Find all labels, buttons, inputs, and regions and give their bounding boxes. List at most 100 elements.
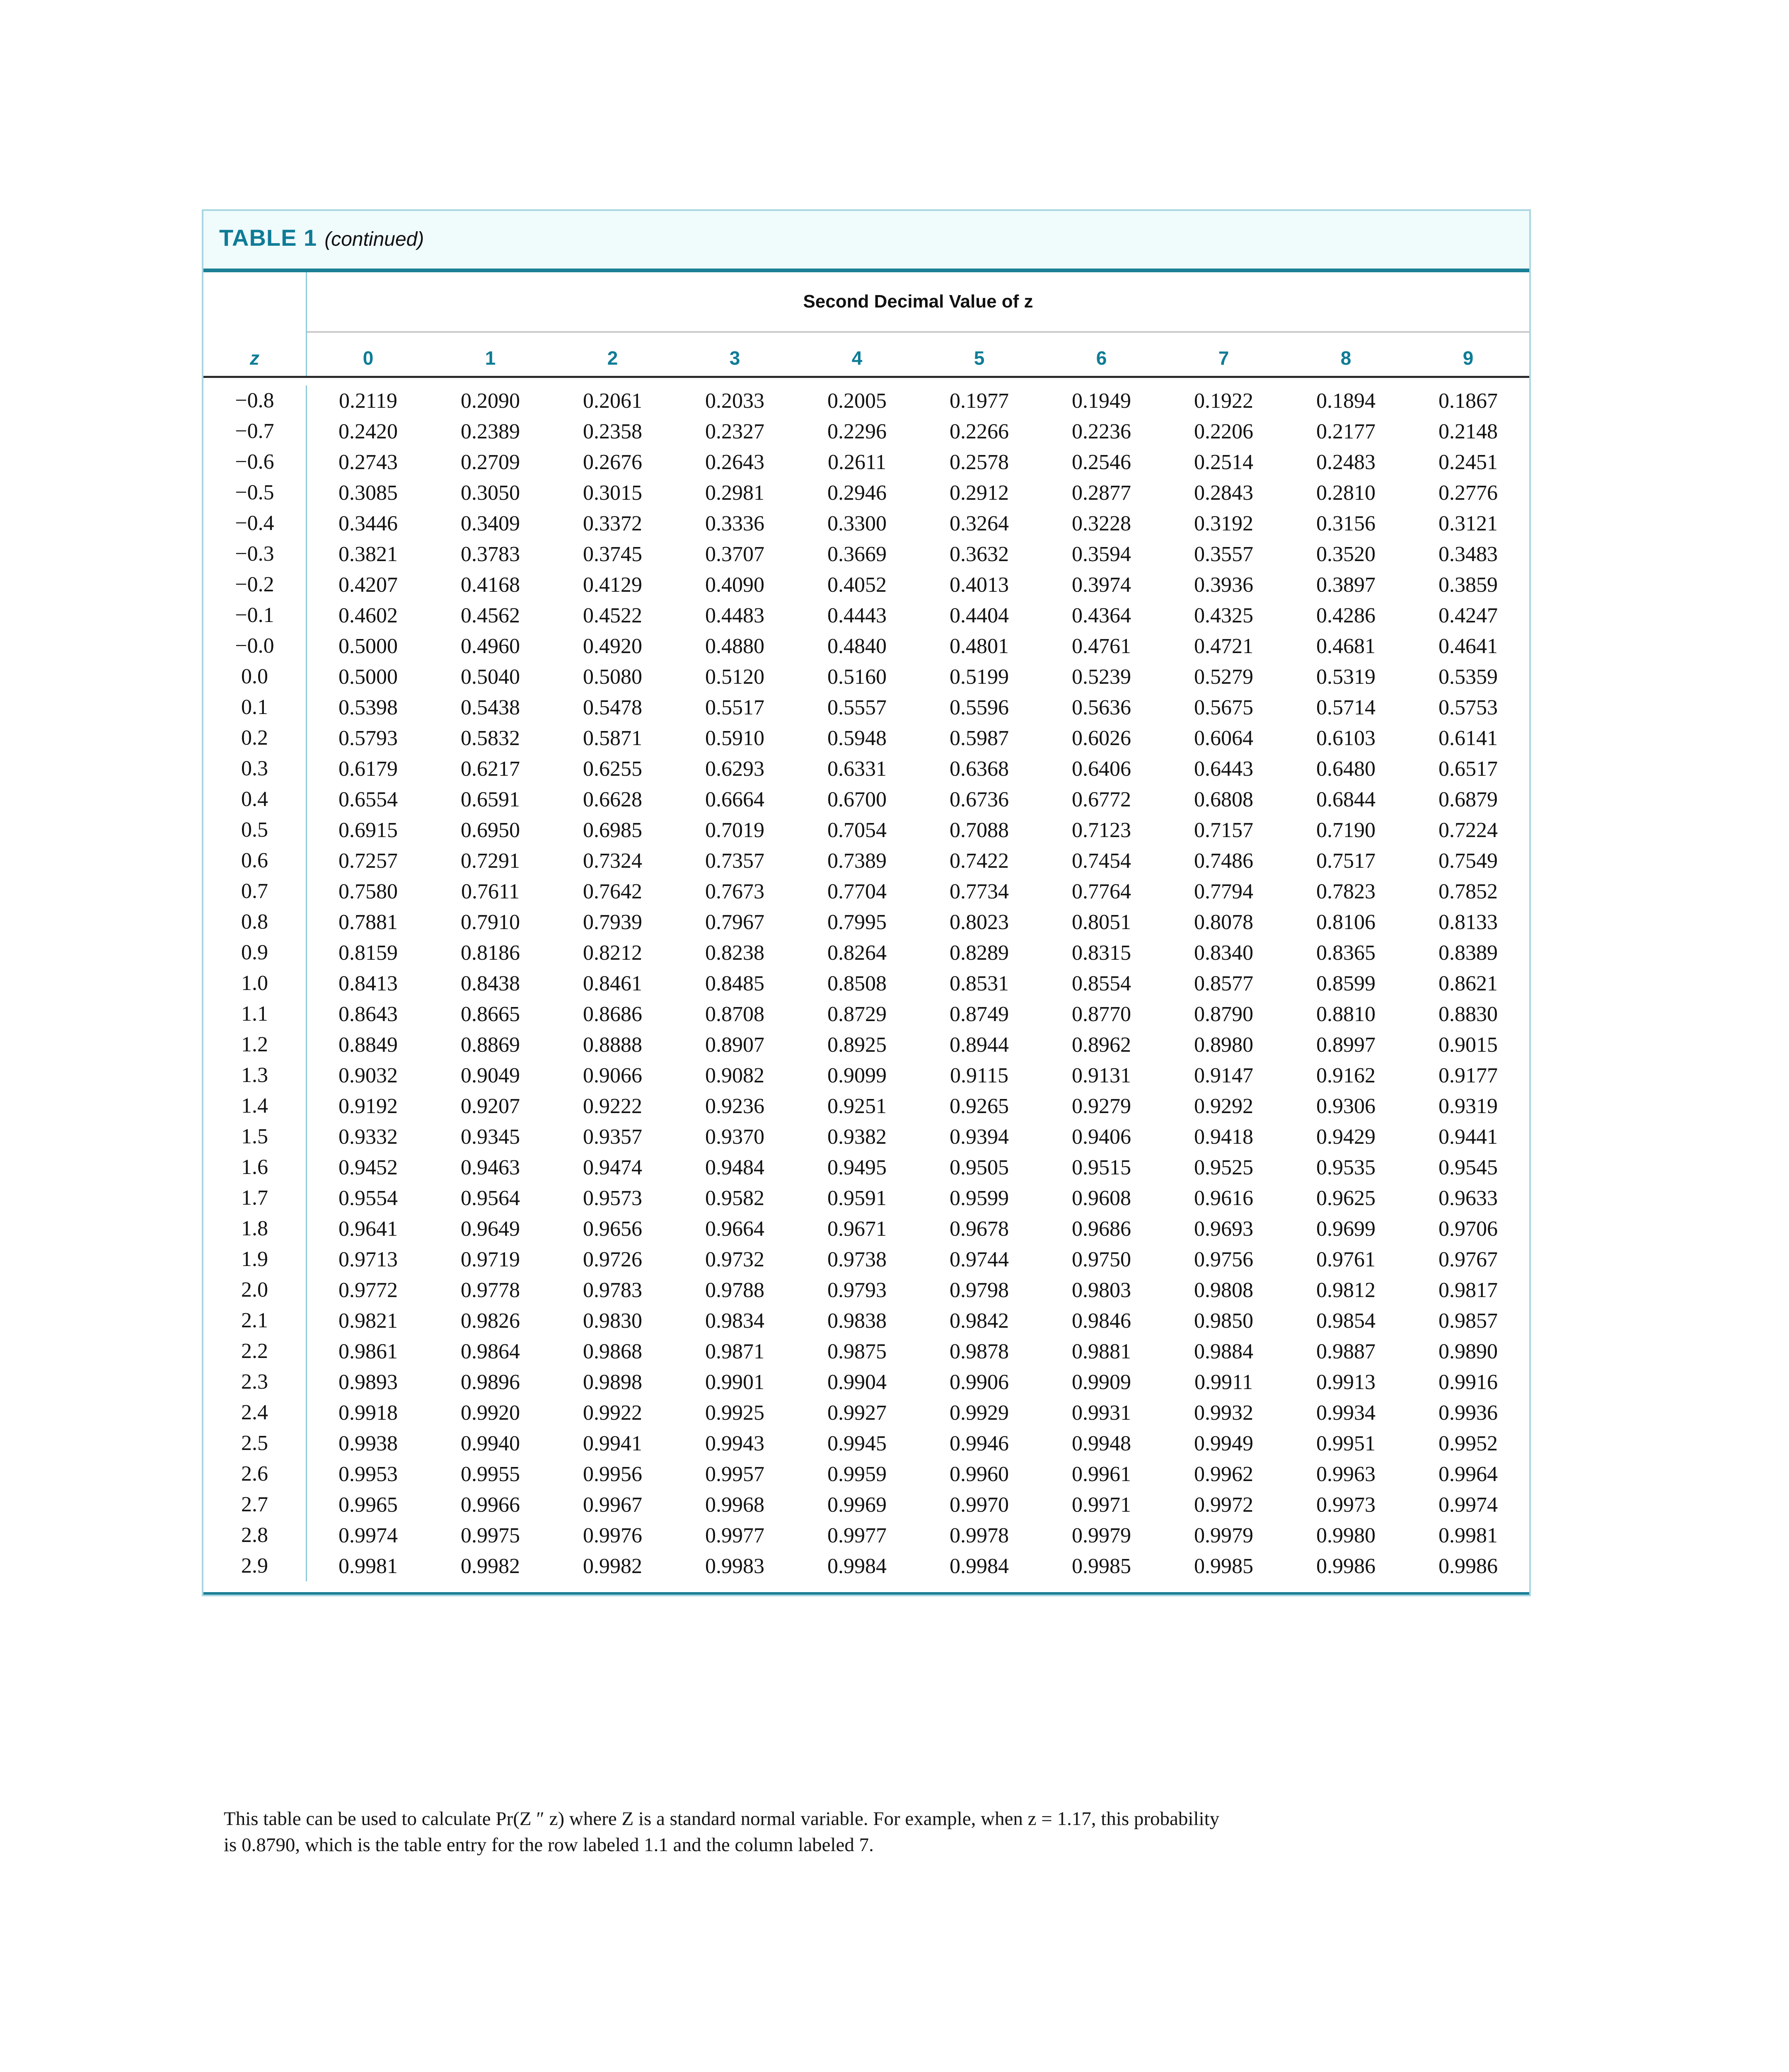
- table-cell: 0.9945: [827, 1431, 887, 1455]
- table-cell: 0.8051: [1072, 910, 1131, 934]
- row-label-z: 1.3: [203, 1060, 307, 1091]
- row-label-z: 0.7: [203, 876, 307, 907]
- table-cell: 0.9678: [950, 1217, 1009, 1241]
- table-row: 0.6 0.7257 0.7291 0.7324 0.7357 0.7389 0.7422 0…: [203, 845, 1529, 876]
- table-cell: 0.9934: [1316, 1401, 1376, 1425]
- table-cell: 0.5199: [950, 665, 1009, 689]
- table-cell: 0.8159: [338, 941, 398, 965]
- table-cell: 0.9162: [1316, 1063, 1376, 1087]
- table-cell: 0.9875: [827, 1339, 887, 1363]
- table-row: −0.8 0.2119 0.2090 0.2061 0.2033 0.2005 0.1977…: [203, 385, 1529, 416]
- table-row: 1.2 0.8849 0.8869 0.8888 0.8907 0.8925 0.8944 0…: [203, 1029, 1529, 1060]
- table-cell: 0.8554: [1072, 971, 1131, 995]
- table-cell: 0.8106: [1316, 910, 1376, 934]
- normal-distribution-table: TABLE 1 (continued) z Second Decimal Valu…: [202, 209, 1531, 1596]
- header-column-9: 9: [1463, 347, 1474, 369]
- table-cell: 0.3707: [705, 542, 764, 566]
- row-label-z: 1.1: [203, 999, 307, 1029]
- table-cell: 0.9515: [1072, 1155, 1131, 1179]
- table-cell: 0.2148: [1438, 419, 1498, 443]
- table-cell: 0.8869: [461, 1033, 520, 1057]
- table-cell: 0.9896: [461, 1370, 520, 1394]
- table-row: 1.8 0.9641 0.9649 0.9656 0.9664 0.9671 0.9678 0…: [203, 1213, 1529, 1244]
- table-cell: 0.9927: [827, 1401, 887, 1425]
- table-cell: 0.9821: [338, 1309, 398, 1333]
- table-row: 2.0 0.9772 0.9778 0.9783 0.9788 0.9793 0.9798 0…: [203, 1275, 1529, 1305]
- row-label-z: 2.4: [203, 1397, 307, 1428]
- table-cell: 0.9952: [1438, 1431, 1498, 1455]
- table-cell: 0.9918: [338, 1401, 398, 1425]
- table-cell: 0.7704: [827, 879, 887, 903]
- table-cell: 0.8531: [950, 971, 1009, 995]
- table-cell: 0.7123: [1072, 818, 1131, 842]
- table-cell: 0.2810: [1316, 481, 1376, 505]
- table-cell: 0.9864: [461, 1339, 520, 1363]
- header-column-7: 7: [1218, 347, 1229, 369]
- table-cell: 0.8790: [1194, 1002, 1253, 1026]
- table-row: 2.6 0.9953 0.9955 0.9956 0.9957 0.9959 0.9960 0…: [203, 1459, 1529, 1489]
- table-cell: 0.4840: [827, 634, 887, 658]
- table-row: 1.4 0.9192 0.9207 0.9222 0.9236 0.9251 0.9265 0…: [203, 1091, 1529, 1121]
- table-cell: 0.2578: [950, 450, 1009, 474]
- table-cell: 0.9808: [1194, 1278, 1253, 1302]
- table-cell: 0.9265: [950, 1094, 1009, 1118]
- table-cell: 0.7580: [338, 879, 398, 903]
- table-cell: 0.4052: [827, 573, 887, 597]
- table-cell: 0.9982: [461, 1554, 520, 1578]
- table-cell: 0.7224: [1438, 818, 1498, 842]
- table-cell: 0.9925: [705, 1401, 764, 1425]
- table-cell: 0.2358: [583, 419, 642, 443]
- table-cell: 0.9971: [1072, 1493, 1131, 1517]
- table-row: 0.8 0.7881 0.7910 0.7939 0.7967 0.7995 0.8023 0…: [203, 907, 1529, 937]
- table-cell: 0.9906: [950, 1370, 1009, 1394]
- row-label-z: 0.8: [203, 907, 307, 937]
- table-cell: 0.6103: [1316, 726, 1376, 750]
- table-cell: 0.9649: [461, 1217, 520, 1241]
- table-cell: 0.8133: [1438, 910, 1498, 934]
- table-cell: 0.8340: [1194, 941, 1253, 965]
- table-cell: 0.8599: [1316, 971, 1376, 995]
- table-row: 1.1 0.8643 0.8665 0.8686 0.8708 0.8729 0.8749 0…: [203, 999, 1529, 1029]
- table-cell: 0.9131: [1072, 1063, 1131, 1087]
- table-cell: 0.9983: [705, 1554, 764, 1578]
- table-cell: 0.8438: [461, 971, 520, 995]
- table-cell: 0.6844: [1316, 787, 1376, 811]
- table-cell: 0.9418: [1194, 1125, 1253, 1149]
- table-cell: 0.9959: [827, 1462, 887, 1486]
- row-label-z: 2.2: [203, 1336, 307, 1367]
- table-cell: 0.9967: [583, 1493, 642, 1517]
- table-cell: 0.7257: [338, 849, 398, 873]
- table-cell: 0.8997: [1316, 1033, 1376, 1057]
- table-cell: 0.3192: [1194, 511, 1253, 535]
- table-cell: 0.9099: [827, 1063, 887, 1087]
- row-label-z: 0.9: [203, 937, 307, 968]
- table-cell: 0.9525: [1194, 1155, 1253, 1179]
- table-cell: 0.5793: [338, 726, 398, 750]
- table-cell: 0.9783: [583, 1278, 642, 1302]
- table-cell: 0.2709: [461, 450, 520, 474]
- table-cell: 0.1977: [950, 389, 1009, 413]
- table-cell: 0.9608: [1072, 1186, 1131, 1210]
- table-caption-subtitle: (continued): [324, 228, 424, 250]
- table-cell: 0.8577: [1194, 971, 1253, 995]
- table-row: 2.5 0.9938 0.9940 0.9941 0.9943 0.9945 0.9946 0…: [203, 1428, 1529, 1459]
- table-cell: 0.2981: [705, 481, 764, 505]
- table-cell: 0.9686: [1072, 1217, 1131, 1241]
- row-label-z: −0.1: [203, 600, 307, 631]
- table-cell: 0.3228: [1072, 511, 1131, 535]
- table-cell: 0.9846: [1072, 1309, 1131, 1333]
- header-label-z: z: [250, 347, 259, 369]
- table-cell: 0.5478: [583, 695, 642, 719]
- table-cell: 0.3632: [950, 542, 1009, 566]
- table-cell: 0.4129: [583, 573, 642, 597]
- table-cell: 0.7517: [1316, 849, 1376, 873]
- table-cell: 0.4880: [705, 634, 764, 658]
- table-cell: 0.9976: [583, 1523, 642, 1547]
- table-cell: 0.4602: [338, 603, 398, 627]
- table-cell: 0.9505: [950, 1155, 1009, 1179]
- table-cell: 0.9767: [1438, 1247, 1498, 1271]
- row-label-z: 1.9: [203, 1244, 307, 1275]
- table-cell: 0.2061: [583, 389, 642, 413]
- table-cell: 0.5359: [1438, 665, 1498, 689]
- table-cell: 0.2033: [705, 389, 764, 413]
